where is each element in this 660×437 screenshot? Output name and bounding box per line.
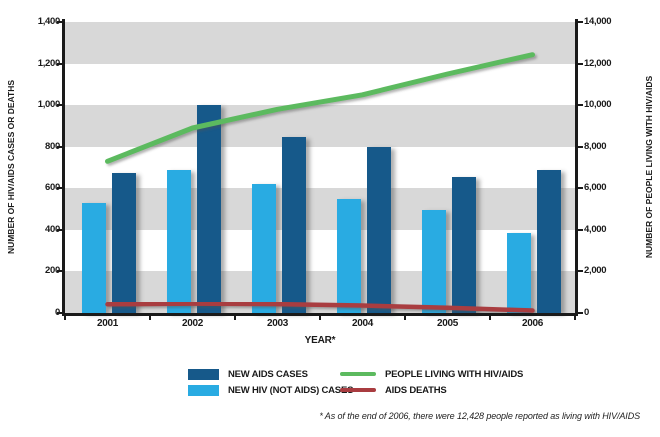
legend: NEW AIDS CASES NEW HIV (NOT AIDS) CASES … (0, 364, 660, 400)
left-tick-label: 1,400 (37, 16, 61, 27)
right-tick-mark (577, 145, 583, 148)
aids-deaths-line-swatch (340, 388, 376, 392)
bar-new-aids-cases-2004 (366, 146, 391, 313)
plot-area (65, 22, 575, 313)
left-tick-mark (57, 145, 63, 148)
plot-band (65, 146, 575, 189)
year-label-2001: 2001 (96, 318, 119, 329)
right-tick-label: 10,000 (584, 99, 612, 111)
legend-item-aids-deaths: AIDS DEATHS (340, 383, 447, 397)
left-axis-line (62, 19, 65, 316)
new-aids-cases-swatch (188, 368, 219, 380)
x-tick-mark (574, 314, 576, 320)
plot-band (65, 229, 575, 272)
line-people-living-with-hiv-aids (105, 52, 535, 164)
plot-band (65, 22, 575, 64)
right-tick-label: 4,000 (584, 223, 607, 235)
bar-new-hiv-not-aids-cases-2003 (251, 184, 276, 313)
right-tick-label: 14,000 (584, 16, 612, 27)
left-tick-mark (57, 187, 63, 190)
right-tick-mark (577, 104, 583, 107)
x-tick-mark (404, 314, 406, 320)
left-tick-mark (57, 312, 63, 314)
right-tick-label: 8,000 (584, 140, 607, 152)
left-tick-label: 800 (45, 140, 60, 152)
left-tick-label: 0 (20, 308, 60, 318)
left-tick-label: 1,000 (37, 99, 61, 111)
plot-band (65, 63, 575, 106)
year-label-2004: 2004 (351, 318, 374, 329)
left-tick-mark (57, 270, 63, 273)
left-tick-mark (57, 228, 63, 231)
year-label-2003: 2003 (266, 318, 289, 329)
left-tick-mark (57, 21, 63, 23)
right-tick-mark (577, 187, 583, 190)
right-tick-mark (577, 270, 583, 273)
left-tick-mark (57, 104, 63, 107)
people-living-line-swatch (340, 372, 376, 376)
right-tick-label: 2,000 (584, 265, 607, 277)
bar-new-hiv-not-aids-cases-2006 (506, 232, 531, 313)
legend-label: NEW AIDS CASES (228, 368, 308, 380)
year-label-2006: 2006 (521, 318, 544, 329)
x-tick-mark (234, 314, 236, 320)
bar-new-aids-cases-2006 (536, 169, 561, 313)
left-tick-label: 1,200 (37, 57, 61, 69)
bar-new-hiv-not-aids-cases-2005 (421, 210, 446, 313)
left-tick-label: 200 (45, 265, 60, 277)
x-tick-mark (489, 314, 491, 320)
x-axis-title: YEAR* (304, 335, 336, 346)
legend-label: PEOPLE LIVING WITH HIV/AIDS (385, 368, 524, 380)
bar-new-aids-cases-2001 (111, 172, 136, 313)
year-label-2002: 2002 (181, 318, 204, 329)
legend-label: AIDS DEATHS (385, 384, 447, 396)
bar-new-aids-cases-2005 (451, 176, 476, 313)
right-tick-label: 12,000 (584, 57, 612, 69)
right-tick-mark (577, 62, 583, 65)
bar-new-hiv-not-aids-cases-2002 (166, 169, 191, 313)
legend-item-new-hiv-cases: NEW HIV (NOT AIDS) CASES (188, 383, 353, 397)
legend-item-people-living: PEOPLE LIVING WITH HIV/AIDS (340, 367, 523, 381)
line-aids-deaths (105, 301, 535, 313)
right-axis-title: NUMBER OF PEOPLE LIVING WITH HIV/AIDS (644, 75, 654, 259)
legend-label: NEW HIV (NOT AIDS) CASES (228, 384, 354, 396)
plot-band (65, 105, 575, 147)
bar-new-hiv-not-aids-cases-2001 (81, 202, 106, 313)
right-axis-line (575, 19, 578, 316)
right-tick-mark (577, 21, 583, 23)
year-label-2005: 2005 (436, 318, 459, 329)
footnote: * As of the end of 2006, there were 12,4… (319, 411, 640, 421)
x-tick-mark (64, 314, 66, 320)
right-tick-label: 6,000 (584, 182, 607, 194)
bar-new-hiv-not-aids-cases-2004 (336, 198, 361, 313)
left-tick-label: 600 (45, 182, 60, 194)
bar-new-aids-cases-2002 (196, 105, 221, 313)
bar-new-aids-cases-2003 (281, 137, 306, 313)
x-tick-mark (149, 314, 151, 320)
left-tick-label: 400 (45, 223, 60, 235)
plot-band (65, 188, 575, 230)
new-hiv-cases-swatch (188, 384, 219, 396)
line-series-layer (105, 52, 535, 313)
legend-item-new-aids-cases: NEW AIDS CASES (188, 367, 308, 381)
left-tick-mark (57, 62, 63, 65)
x-tick-mark (319, 314, 321, 320)
left-axis-title: NUMBER OF HIV/AIDS CASES OR DEATHS (6, 79, 16, 255)
right-tick-mark (577, 312, 583, 314)
right-tick-mark (577, 228, 583, 231)
right-tick-label: 0 (584, 307, 589, 318)
